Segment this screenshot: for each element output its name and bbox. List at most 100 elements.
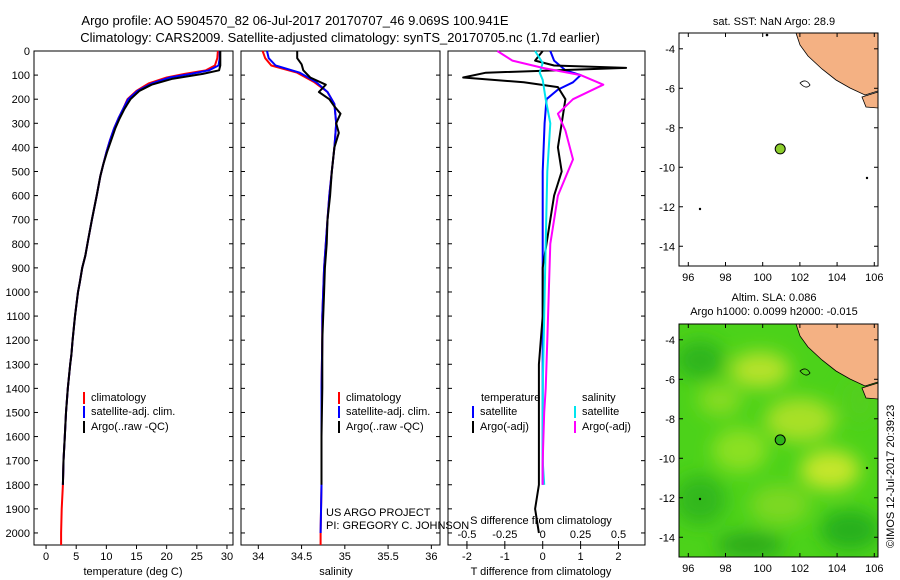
x-tick-label: 34.5 <box>291 551 312 563</box>
legend-argo-label: Argo(..raw -QC) <box>346 421 424 433</box>
lon-tick-label: 104 <box>828 272 846 284</box>
lon-tick-label: 102 <box>791 272 809 284</box>
difference-axes-frame <box>447 50 646 546</box>
sla-patch <box>716 533 784 557</box>
depth-tick-label: 1000 <box>6 287 30 299</box>
sla-map-islet-dot <box>865 466 869 470</box>
depth-tick-label: 200 <box>12 94 30 106</box>
lon-tick-label: 100 <box>754 563 772 575</box>
pi-label: PI: GREGORY C. JOHNSON <box>326 520 469 532</box>
x-tick-label: 15 <box>130 551 142 563</box>
legend-satellite-label: satellite-adj. clim. <box>346 406 430 418</box>
difference-panel: -2 -1 0 1 2 -0.5 -0.25 0 0.25 0.5 S difference fr… <box>447 50 646 578</box>
depth-tick-label: 700 <box>12 215 30 227</box>
s-tick-label: 0 <box>540 529 546 541</box>
sla-patch <box>712 428 768 472</box>
lat-tick-label: -6 <box>665 83 675 95</box>
sla-map-islet <box>799 368 811 376</box>
s-tick-label: -0.25 <box>492 529 517 541</box>
depth-tick-label: 1500 <box>6 407 30 419</box>
lat-tick-label: -14 <box>659 532 675 544</box>
lat-tick-label: -12 <box>659 202 675 214</box>
figure-title-line1: Argo profile: AO 5904570_82 06-Jul-2017 … <box>81 13 509 28</box>
legend-argo-label: Argo(..raw -QC) <box>91 421 169 433</box>
sst-map-islet-dot <box>698 207 702 211</box>
x-tick-label: 20 <box>161 551 173 563</box>
lat-tick-label: -8 <box>665 123 675 135</box>
s-tick-label: 0.25 <box>570 529 591 541</box>
sla-map-float-marker <box>774 434 786 446</box>
legend-climatology-label: climatology <box>91 392 147 404</box>
depth-tick-label: 1800 <box>6 480 30 492</box>
depth-tick-label: 800 <box>12 239 30 251</box>
imos-stamp: ©IMOS 12-Jul-2017 20:39:23 <box>885 405 897 548</box>
lat-tick-label: -10 <box>659 162 675 174</box>
series-line-t-argo-adj- <box>462 50 628 534</box>
temperature-legend: climatology satellite-adj. clim. Argo(..… <box>83 392 175 433</box>
s-difference-xlabel: S difference from climatology <box>470 515 612 527</box>
salinity-tick-group: 34 34.5 35 35.5 36 <box>252 545 437 563</box>
depth-tick-label: 1200 <box>6 335 30 347</box>
difference-series-group <box>462 50 628 534</box>
figure-title-line2: Climatology: CARS2009. Satellite-adjuste… <box>80 30 600 45</box>
legend-t-satellite-label: satellite <box>480 406 517 418</box>
sst-map-islet-dot <box>765 33 769 37</box>
legend-climatology-label: climatology <box>346 392 402 404</box>
temperature-axes-frame <box>33 50 234 546</box>
lon-tick-label: 106 <box>865 563 883 575</box>
salinity-axes-frame <box>240 50 441 546</box>
depth-tick-label: 300 <box>12 118 30 130</box>
lon-tick-label: 98 <box>719 272 731 284</box>
sst-map-title: sat. SST: NaN Argo: 28.9 <box>713 16 835 28</box>
depth-tick-label: 900 <box>12 263 30 275</box>
depth-tick-label: 600 <box>12 191 30 203</box>
series-line-s-satellite <box>534 50 552 485</box>
x-tick-label: 36 <box>425 551 437 563</box>
sst-map-float-marker <box>774 143 786 155</box>
sla-map-subtitle: Argo h1000: 0.0099 h2000: -0.015 <box>690 306 858 318</box>
t-tick-label: 0 <box>540 551 546 563</box>
depth-tick-label: 1900 <box>6 504 30 516</box>
lon-tick-label: 102 <box>791 563 809 575</box>
lon-tick-label: 98 <box>719 563 731 575</box>
temperature-panel: 0100200300400500600700800900100011001200… <box>6 46 234 578</box>
depth-tick-group: 0 100 200 300 400 500 600 700 800 900 1000 1100 1200… <box>6 46 233 540</box>
sla-patch <box>750 485 810 525</box>
sla-map-ticks: 96 98 100 102 104 106 -4 -6 -8 -10 -12 -14 <box>659 324 883 575</box>
depth-tick-label: 100 <box>12 70 30 82</box>
t-tick-label: -1 <box>500 551 510 563</box>
difference-depth-ticks <box>448 50 645 534</box>
difference-legend: temperature salinity satellite Argo(-adj… <box>472 392 631 433</box>
lon-tick-label: 96 <box>682 563 694 575</box>
series-line-argo-raw-qc- <box>61 51 222 485</box>
lon-tick-label: 106 <box>865 272 883 284</box>
lat-tick-label: -4 <box>665 335 675 347</box>
salinity-xlabel: salinity <box>319 566 353 578</box>
series-line-argo-raw-qc- <box>296 51 342 485</box>
legend-temperature-title: temperature <box>481 392 540 404</box>
sst-map-islet <box>799 80 811 88</box>
temperature-series-group <box>60 50 222 545</box>
series-line-s-argo-adj- <box>496 50 605 485</box>
depth-tick-label: 1300 <box>6 359 30 371</box>
x-tick-label: 35 <box>339 551 351 563</box>
sla-patch <box>730 352 790 388</box>
project-label: US ARGO PROJECT <box>326 507 431 519</box>
sst-map-panel: sat. SST: NaN Argo: 28.9 96 98 100 102 104 10… <box>659 16 883 284</box>
x-tick-label: 30 <box>221 551 233 563</box>
lat-tick-label: -6 <box>665 374 675 386</box>
sla-map-title: Altim. SLA: 0.086 <box>732 292 817 304</box>
t-tick-label: 1 <box>578 551 584 563</box>
legend-salinity-title: salinity <box>582 392 616 404</box>
depth-tick-label: 400 <box>12 142 30 154</box>
x-tick-label: 0 <box>43 551 49 563</box>
s-tick-label: 0.5 <box>611 529 626 541</box>
depth-tick-label: 1100 <box>6 311 30 323</box>
lon-tick-label: 100 <box>754 272 772 284</box>
sla-map-frame <box>678 323 879 558</box>
depth-tick-label: 1600 <box>6 432 30 444</box>
salinity-legend: climatology satellite-adj. clim. Argo(..… <box>338 392 430 433</box>
sla-patch <box>679 475 726 525</box>
x-tick-label: 10 <box>100 551 112 563</box>
